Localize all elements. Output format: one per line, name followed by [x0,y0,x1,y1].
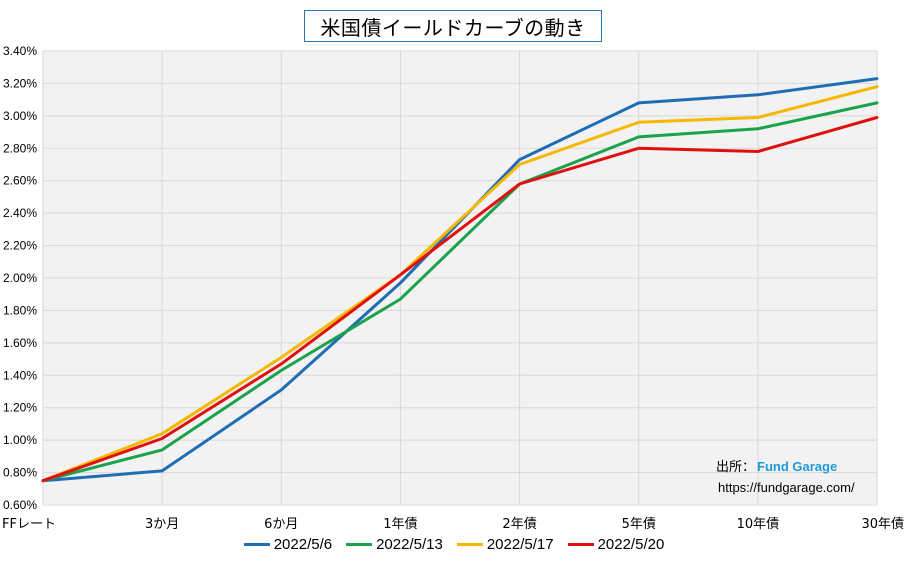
legend-swatch [456,543,483,546]
x-tick-label: 6か月 [264,517,298,532]
legend-swatch [346,543,373,546]
grid-lines [42,50,878,506]
chart-title: 米国債イールドカーブの動き [304,10,602,42]
x-tick-label: 5年債 [622,517,656,532]
series-lines [41,77,879,483]
x-tick-label: FFレート [2,517,56,532]
y-tick-label: 2.40% [3,206,37,220]
y-tick-label: 1.80% [3,303,37,317]
y-tick-label: 1.40% [3,368,37,382]
legend-label: 2022/5/6 [273,536,333,553]
y-tick-label: 3.40% [3,44,37,58]
series-line [41,85,879,483]
legend-swatch [243,543,270,546]
y-tick-label: 1.00% [3,433,37,447]
y-tick-label: 3.20% [3,76,37,90]
legend-entry: 2022/5/20 [567,536,665,553]
y-tick-label: 2.80% [3,141,37,155]
y-axis-ticks: 0.60% 0.80% 1.00% 1.20% 1.40% 1.60% 1.80% 2.00%… [3,44,37,512]
y-tick-label: 3.00% [3,109,37,123]
x-tick-label: 1年債 [383,517,417,532]
source-label: 出所： [716,460,756,475]
y-tick-label: 2.60% [3,174,37,188]
y-tick-label: 1.20% [3,401,37,415]
source-url: https://fundgarage.com/ [718,480,855,495]
chart-legend: 2022/5/6 2022/5/13 2022/5/17 2022/5/20 [0,536,908,553]
y-tick-label: 2.20% [3,239,37,253]
legend-entry: 2022/5/13 [346,536,443,553]
legend-swatch [567,543,594,546]
legend-entry: 2022/5/17 [456,536,554,553]
y-tick-label: 0.60% [3,498,37,512]
legend-entry: 2022/5/6 [243,536,333,553]
x-tick-label: 3か月 [145,517,179,532]
x-tick-label: 2年債 [502,517,536,532]
legend-label: 2022/5/20 [597,536,665,553]
source-brand: Fund Garage [757,459,838,474]
y-tick-label: 1.60% [3,336,37,350]
source-credit: 出所： Fund Garage [716,456,837,475]
x-tick-label: 30年債 [861,517,904,532]
legend-label: 2022/5/13 [376,536,443,553]
series-line [41,116,879,483]
x-axis-ticks: FFレート 3か月 6か月 1年債 2年債 5年債 10年債 30年債 [2,517,904,532]
x-tick-label: 10年債 [737,517,780,532]
legend-label: 2022/5/17 [486,536,554,553]
y-tick-label: 2.00% [3,271,37,285]
series-line [41,101,879,483]
y-tick-label: 0.80% [3,466,37,480]
